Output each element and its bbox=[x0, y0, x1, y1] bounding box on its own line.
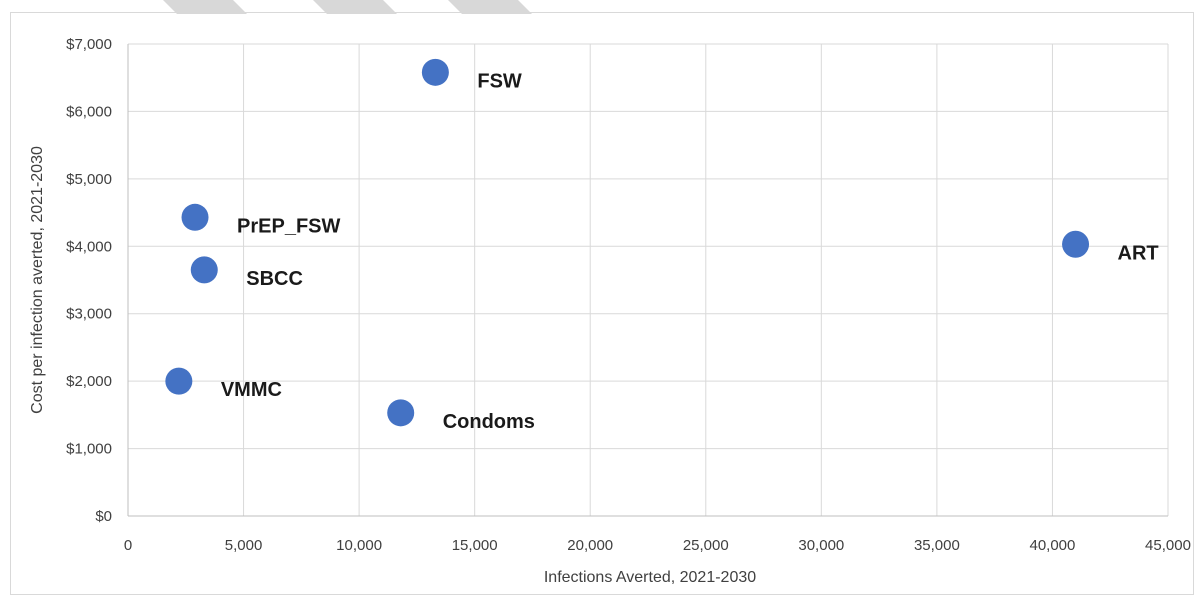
y-tick-label: $3,000 bbox=[66, 306, 112, 323]
chart-frame bbox=[10, 12, 1194, 595]
x-tick-label: 30,000 bbox=[798, 537, 844, 554]
axes bbox=[127, 44, 1168, 517]
x-tick-label: 25,000 bbox=[683, 537, 729, 554]
x-tick-label: 40,000 bbox=[1029, 537, 1075, 554]
x-tick-labels: 0 5,000 10,000 15,000 20,000 25,000 30,000 35,0… bbox=[124, 537, 1191, 554]
data-point bbox=[181, 203, 209, 231]
y-axis-title: Cost per infection averted, 2021-2030 bbox=[29, 146, 46, 414]
data-labels: FSW PrEP_FSW SBCC ART VMMC Condoms bbox=[221, 70, 1159, 433]
y-tick-label: $4,000 bbox=[66, 238, 112, 255]
data-points bbox=[165, 58, 1090, 427]
data-point bbox=[165, 367, 193, 395]
gridlines bbox=[128, 43, 1169, 516]
x-tick-label: 0 bbox=[124, 537, 132, 554]
data-point bbox=[1062, 230, 1090, 258]
data-label: FSW bbox=[477, 70, 522, 92]
y-tick-label: $0 bbox=[95, 508, 112, 525]
y-tick-label: $1,000 bbox=[66, 441, 112, 458]
y-tick-label: $6,000 bbox=[66, 103, 112, 120]
x-axis-title: Infections Averted, 2021-2030 bbox=[544, 569, 756, 586]
y-tick-label: $5,000 bbox=[66, 171, 112, 188]
y-tick-label: $7,000 bbox=[66, 36, 112, 53]
x-tick-label: 45,000 bbox=[1145, 537, 1191, 554]
data-point bbox=[421, 58, 449, 86]
data-point bbox=[387, 399, 415, 427]
x-tick-label: 35,000 bbox=[914, 537, 960, 554]
data-label: VMMC bbox=[221, 379, 282, 401]
y-tick-label: $2,000 bbox=[66, 373, 112, 390]
data-label: ART bbox=[1118, 242, 1159, 264]
data-label: Condoms bbox=[443, 411, 535, 433]
x-tick-label: 15,000 bbox=[452, 537, 498, 554]
y-tick-labels: $0 $1,000 $2,000 $3,000 $4,000 $5,000 $6,000 $7… bbox=[66, 36, 112, 525]
x-tick-label: 10,000 bbox=[336, 537, 382, 554]
data-label: SBCC bbox=[246, 268, 303, 290]
data-label: PrEP_FSW bbox=[237, 215, 340, 237]
data-point bbox=[190, 256, 218, 284]
x-tick-label: 20,000 bbox=[567, 537, 613, 554]
x-tick-label: 5,000 bbox=[225, 537, 263, 554]
